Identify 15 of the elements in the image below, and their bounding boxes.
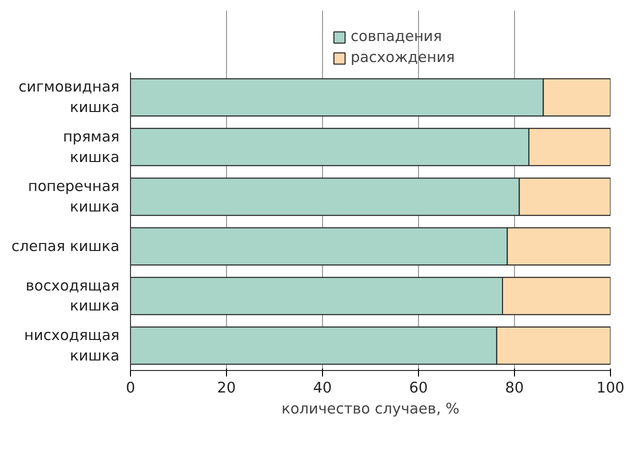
y-tick-label: поперечная кишка <box>28 178 120 216</box>
y-tick-label: слепая кишка <box>11 238 120 255</box>
x-axis-title: количество случаев, % <box>282 400 460 418</box>
x-tick-label: 60 <box>409 380 428 396</box>
legend-label: совпадения <box>350 28 442 45</box>
x-tick-label: 100 <box>596 380 624 396</box>
x-tick-label: 80 <box>505 380 524 396</box>
x-tick-label: 0 <box>126 380 136 396</box>
legend-label: расхождения <box>350 49 455 66</box>
x-tick-label: 20 <box>217 380 236 396</box>
y-tick-label: прямая кишка <box>62 128 120 166</box>
y-tick-label: нисходящая кишка <box>24 326 120 364</box>
x-tick-label: 40 <box>313 380 332 396</box>
y-tick-label: сигмовидная кишка <box>18 78 120 116</box>
y-tick-label: восходящая кишка <box>26 277 120 315</box>
